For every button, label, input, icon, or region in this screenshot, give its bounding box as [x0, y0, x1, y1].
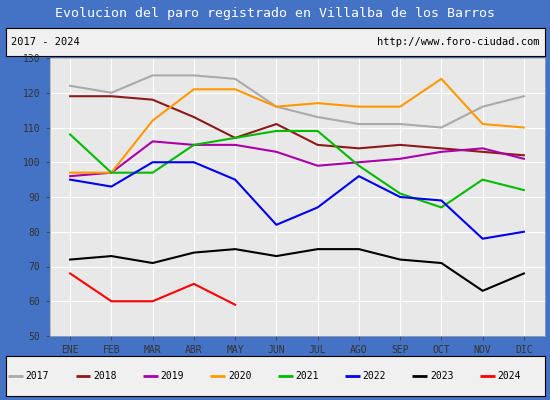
Text: 2017 - 2024: 2017 - 2024	[11, 37, 80, 47]
Text: 2020: 2020	[228, 371, 251, 381]
Text: Evolucion del paro registrado en Villalba de los Barros: Evolucion del paro registrado en Villalb…	[55, 8, 495, 20]
Text: 2024: 2024	[497, 371, 521, 381]
Text: 2023: 2023	[430, 371, 453, 381]
Text: 2019: 2019	[161, 371, 184, 381]
Text: http://www.foro-ciudad.com: http://www.foro-ciudad.com	[377, 37, 539, 47]
Text: 2018: 2018	[93, 371, 117, 381]
Text: 2017: 2017	[26, 371, 49, 381]
Text: 2022: 2022	[362, 371, 386, 381]
Text: 2021: 2021	[295, 371, 318, 381]
